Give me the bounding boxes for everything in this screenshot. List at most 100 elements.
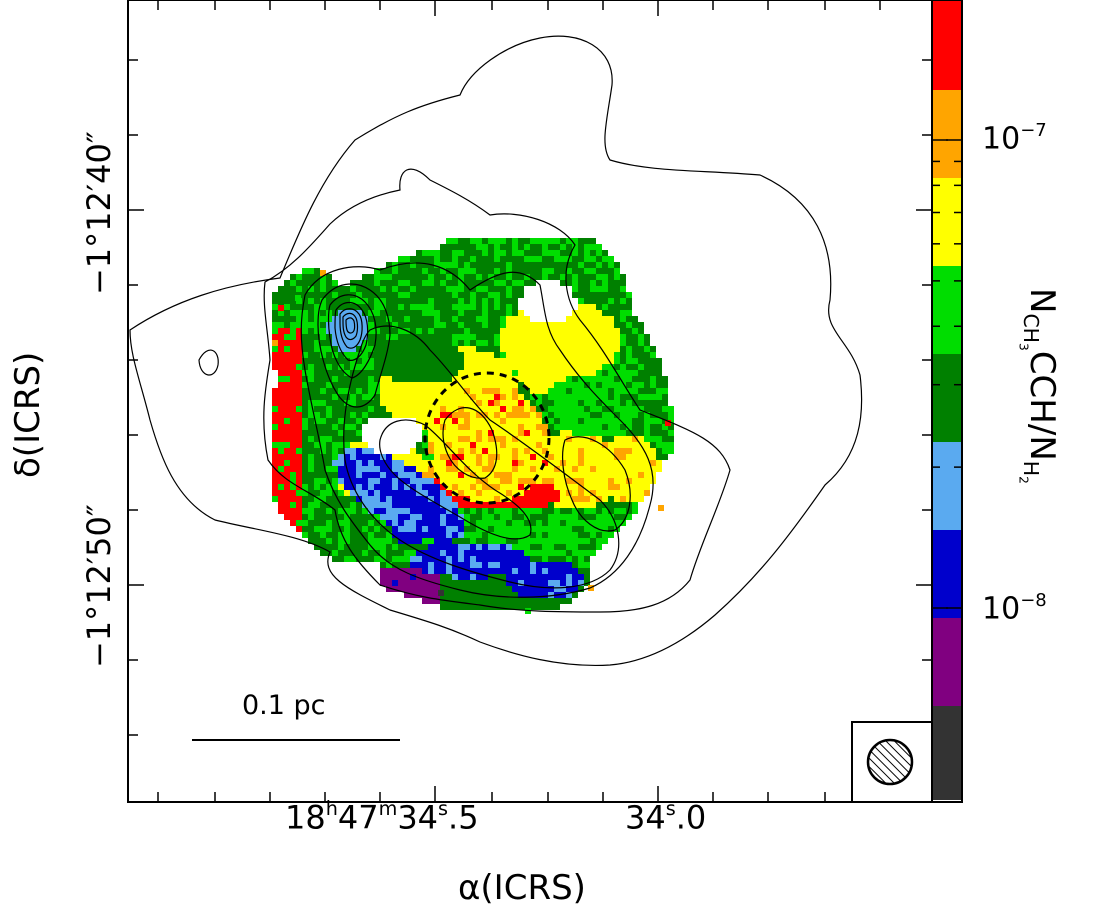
heatmap-pixel bbox=[578, 388, 584, 394]
heatmap-pixel bbox=[452, 256, 458, 262]
heatmap-pixel bbox=[656, 448, 662, 454]
heatmap-pixel bbox=[362, 466, 368, 472]
heatmap-pixel bbox=[302, 514, 308, 520]
heatmap-pixel bbox=[602, 430, 608, 436]
heatmap-pixel bbox=[362, 316, 368, 322]
heatmap-pixel bbox=[512, 526, 518, 532]
heatmap-pixel bbox=[284, 358, 290, 364]
heatmap-pixel bbox=[308, 292, 314, 298]
heatmap-pixel bbox=[494, 580, 500, 586]
heatmap-pixel bbox=[506, 544, 512, 550]
heatmap-pixel bbox=[524, 442, 530, 448]
heatmap-pixel bbox=[428, 484, 434, 490]
heatmap-pixel bbox=[638, 340, 644, 346]
heatmap-pixel bbox=[572, 406, 578, 412]
heatmap-pixel bbox=[464, 292, 470, 298]
heatmap-pixel bbox=[458, 406, 464, 412]
heatmap-pixel bbox=[554, 520, 560, 526]
heatmap-pixel bbox=[572, 322, 578, 328]
heatmap-pixel bbox=[536, 388, 542, 394]
heatmap-pixel bbox=[404, 454, 410, 460]
heatmap-pixel bbox=[512, 460, 518, 466]
heatmap-pixel bbox=[638, 346, 644, 352]
heatmap-pixel bbox=[278, 490, 284, 496]
heatmap-pixel bbox=[644, 394, 650, 400]
heatmap-pixel bbox=[530, 358, 536, 364]
heatmap-pixel bbox=[488, 400, 494, 406]
heatmap-pixel bbox=[422, 490, 428, 496]
heatmap-pixel bbox=[386, 358, 392, 364]
heatmap-pixel bbox=[464, 544, 470, 550]
heatmap-pixel bbox=[518, 262, 524, 268]
heatmap-pixel bbox=[482, 574, 488, 580]
heatmap-pixel bbox=[584, 412, 590, 418]
heatmap-pixel bbox=[356, 436, 362, 442]
heatmap-pixel bbox=[536, 574, 542, 580]
heatmap-pixel bbox=[614, 520, 620, 526]
heatmap-pixel bbox=[356, 364, 362, 370]
heatmap-pixel bbox=[500, 430, 506, 436]
heatmap-pixel bbox=[410, 304, 416, 310]
heatmap-pixel bbox=[470, 424, 476, 430]
heatmap-pixel bbox=[542, 514, 548, 520]
heatmap-pixel bbox=[506, 586, 512, 592]
heatmap-pixel bbox=[572, 520, 578, 526]
heatmap-pixel bbox=[380, 286, 386, 292]
heatmap-pixel bbox=[404, 310, 410, 316]
heatmap-pixel bbox=[614, 394, 620, 400]
heatmap-pixel bbox=[350, 280, 356, 286]
heatmap-pixel bbox=[590, 382, 596, 388]
heatmap-pixel bbox=[290, 454, 296, 460]
heatmap-pixel bbox=[524, 538, 530, 544]
heatmap-pixel bbox=[530, 562, 536, 568]
heatmap-pixel bbox=[374, 364, 380, 370]
heatmap-pixel bbox=[500, 412, 506, 418]
heatmap-pixel bbox=[482, 568, 488, 574]
heatmap-pixel bbox=[344, 544, 350, 550]
heatmap-pixel bbox=[512, 424, 518, 430]
heatmap-pixel bbox=[584, 406, 590, 412]
heatmap-pixel bbox=[482, 244, 488, 250]
heatmap-pixel bbox=[608, 442, 614, 448]
heatmap-pixel bbox=[512, 472, 518, 478]
heatmap-pixel bbox=[380, 370, 386, 376]
heatmap-pixel bbox=[590, 310, 596, 316]
heatmap-pixel bbox=[476, 244, 482, 250]
heatmap-pixel bbox=[524, 352, 530, 358]
heatmap-pixel bbox=[398, 544, 404, 550]
heatmap-pixel bbox=[308, 454, 314, 460]
heatmap-pixel bbox=[584, 274, 590, 280]
heatmap-pixel bbox=[554, 358, 560, 364]
heatmap-pixel bbox=[446, 304, 452, 310]
heatmap-pixel bbox=[386, 286, 392, 292]
heatmap-pixel bbox=[374, 400, 380, 406]
heatmap-pixel bbox=[530, 436, 536, 442]
heatmap-pixel bbox=[410, 316, 416, 322]
heatmap-pixel bbox=[554, 544, 560, 550]
heatmap-pixel bbox=[518, 598, 524, 604]
heatmap-pixel bbox=[470, 586, 476, 592]
heatmap-pixel bbox=[596, 364, 602, 370]
heatmap-pixel bbox=[422, 274, 428, 280]
heatmap-pixel bbox=[416, 286, 422, 292]
heatmap-pixel bbox=[410, 256, 416, 262]
heatmap-pixel bbox=[542, 406, 548, 412]
heatmap-pixel bbox=[284, 454, 290, 460]
heatmap-pixel bbox=[488, 526, 494, 532]
heatmap-pixel bbox=[446, 400, 452, 406]
heatmap-pixel bbox=[374, 286, 380, 292]
heatmap-pixel bbox=[464, 562, 470, 568]
heatmap-pixel bbox=[380, 328, 386, 334]
heatmap-pixel bbox=[542, 412, 548, 418]
heatmap-pixel bbox=[560, 436, 566, 442]
heatmap-pixel bbox=[338, 400, 344, 406]
heatmap-pixel bbox=[392, 280, 398, 286]
heatmap-pixel bbox=[374, 532, 380, 538]
heatmap-pixel bbox=[572, 364, 578, 370]
heatmap-pixel bbox=[656, 430, 662, 436]
heatmap-pixel bbox=[386, 526, 392, 532]
heatmap-pixel bbox=[590, 280, 596, 286]
heatmap-pixel bbox=[356, 352, 362, 358]
heatmap-pixel bbox=[368, 466, 374, 472]
heatmap-pixel bbox=[356, 448, 362, 454]
